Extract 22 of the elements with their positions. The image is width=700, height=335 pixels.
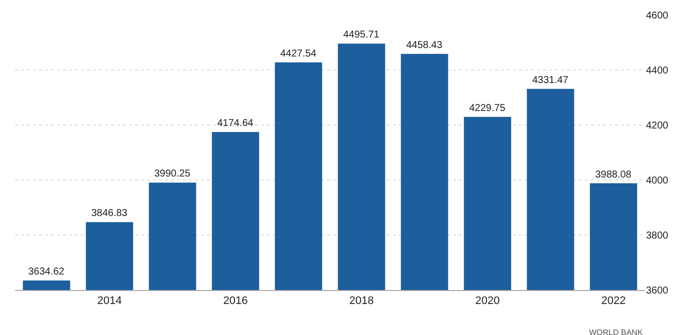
y-tick-label: 4600 xyxy=(646,10,669,22)
y-tick-label: 4000 xyxy=(646,176,669,186)
x-tick-label: 2018 xyxy=(349,295,374,308)
data-label: 4427.54 xyxy=(280,48,317,60)
data-label: 4174.64 xyxy=(217,118,254,129)
data-label: 4458.43 xyxy=(406,40,443,51)
data-label: 3990.25 xyxy=(154,168,191,180)
y-tick-label: 3800 xyxy=(646,230,669,242)
data-label: 3846.83 xyxy=(91,208,128,220)
y-tick-label: 4200 xyxy=(646,120,669,132)
data-label: 4229.75 xyxy=(469,102,506,114)
x-tick-label: 2016 xyxy=(223,295,248,308)
data-label: 3634.62 xyxy=(28,266,65,278)
data-label: 4495.71 xyxy=(343,30,380,41)
data-label: 4331.47 xyxy=(532,74,569,86)
x-tick-label: 2020 xyxy=(475,295,500,308)
y-tick-label: 4400 xyxy=(646,66,669,76)
x-tick-label: 2014 xyxy=(97,295,122,308)
x-tick-label: 2022 xyxy=(601,295,626,308)
y-tick-label: 3600 xyxy=(646,286,669,296)
data-label: 3988.08 xyxy=(595,169,632,180)
text: WORLD BANK xyxy=(589,328,644,335)
